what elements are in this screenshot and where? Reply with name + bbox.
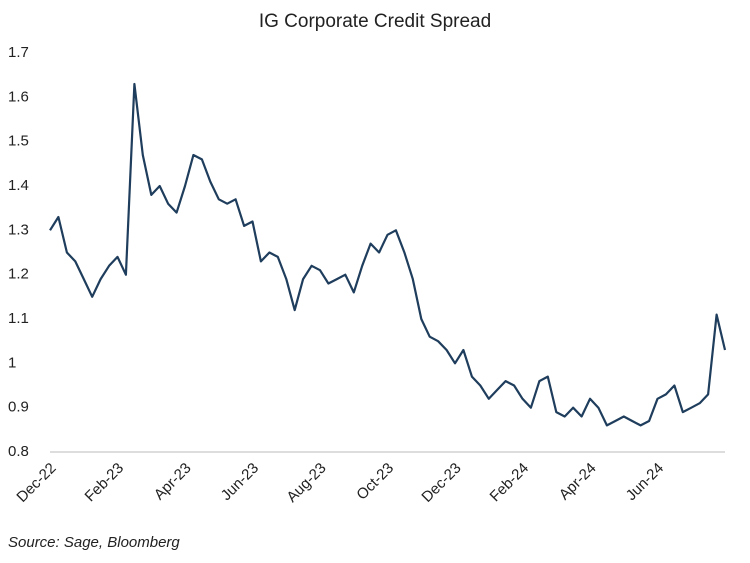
x-tick-label: Apr-23 (151, 460, 195, 504)
source-note: Source: Sage, Bloomberg (8, 534, 180, 551)
x-tick-label: Dec-22 (13, 460, 59, 506)
y-tick-label: 1.5 (8, 133, 29, 150)
x-tick-label: Feb-23 (82, 460, 128, 506)
x-tick-label: Oct-23 (353, 460, 397, 504)
x-tick-label: Dec-23 (418, 460, 464, 506)
y-tick-label: 1.6 (8, 88, 29, 105)
y-tick-label: 1.3 (8, 221, 29, 238)
x-tick-label: Aug-23 (283, 460, 329, 506)
y-tick-label: 1.4 (8, 177, 29, 194)
y-tick-label: 1.1 (8, 310, 29, 327)
y-tick-label: 1.7 (8, 44, 29, 61)
chart-title: IG Corporate Credit Spread (259, 11, 491, 32)
y-tick-label: 1 (8, 354, 16, 371)
line (49, 82, 727, 427)
x-tick-label: Feb-24 (487, 460, 533, 506)
x-tick-label: Apr-24 (556, 460, 600, 504)
y-tick-label: 1.2 (8, 266, 29, 283)
x-tick-label: Jun-23 (218, 460, 262, 504)
x-tick-label: Jun-24 (623, 460, 667, 504)
y-tick-label: 0.9 (8, 399, 29, 416)
y-tick-label: 0.8 (8, 443, 29, 460)
